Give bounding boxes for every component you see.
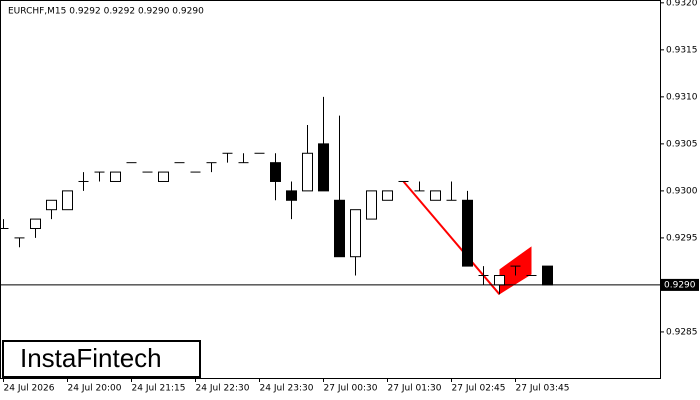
candle-body: [46, 199, 57, 211]
chart-title: EURCHF,M15 0.9292 0.9292 0.9290 0.9290: [8, 7, 204, 17]
candle-body: [110, 171, 121, 182]
x-tick-label: 27 Jul 00:30: [324, 384, 378, 394]
candle-body: [382, 190, 393, 201]
candle-body: [462, 199, 473, 267]
x-tick-label: 24 Jul 22:30: [196, 384, 250, 394]
y-tick-label: 0.9310: [666, 92, 698, 102]
candle-body: [270, 162, 281, 182]
y-tick-label: 0.9295: [666, 233, 698, 243]
x-tick-label: 24 Jul 2026: [4, 384, 55, 394]
x-tick-label: 24 Jul 23:30: [260, 384, 314, 394]
x-tick-label: 24 Jul 20:00: [68, 384, 122, 394]
logo: InstaFintech: [20, 343, 162, 373]
y-tick-label: 0.9300: [666, 186, 698, 196]
x-tick-label: 27 Jul 01:30: [388, 384, 442, 394]
candle-body: [350, 209, 361, 258]
candle-body: [158, 171, 169, 182]
y-tick-label: 0.9315: [666, 45, 698, 55]
candle-body: [62, 190, 73, 211]
candle-body: [30, 218, 41, 229]
candle-body: [302, 152, 313, 192]
y-tick-label: 0.9285: [666, 327, 698, 337]
x-tick-label: 24 Jul 21:15: [132, 384, 186, 394]
candle-body: [366, 190, 377, 220]
current-price-box: [661, 278, 699, 291]
y-tick-label: 0.9320: [666, 0, 698, 8]
plot-frame: [0, 0, 661, 379]
candle-body: [318, 143, 329, 192]
candle-body: [542, 265, 553, 286]
current-price-label: 0.9290: [664, 280, 696, 290]
candle-body: [286, 190, 297, 201]
x-tick-label: 27 Jul 02:45: [452, 384, 506, 394]
candle-body: [494, 275, 505, 286]
candle-body: [430, 190, 441, 201]
logo-box: [2, 340, 201, 378]
candle-body: [334, 199, 345, 258]
x-tick-label: 27 Jul 03:45: [516, 384, 570, 394]
y-tick-label: 0.9305: [666, 139, 698, 149]
